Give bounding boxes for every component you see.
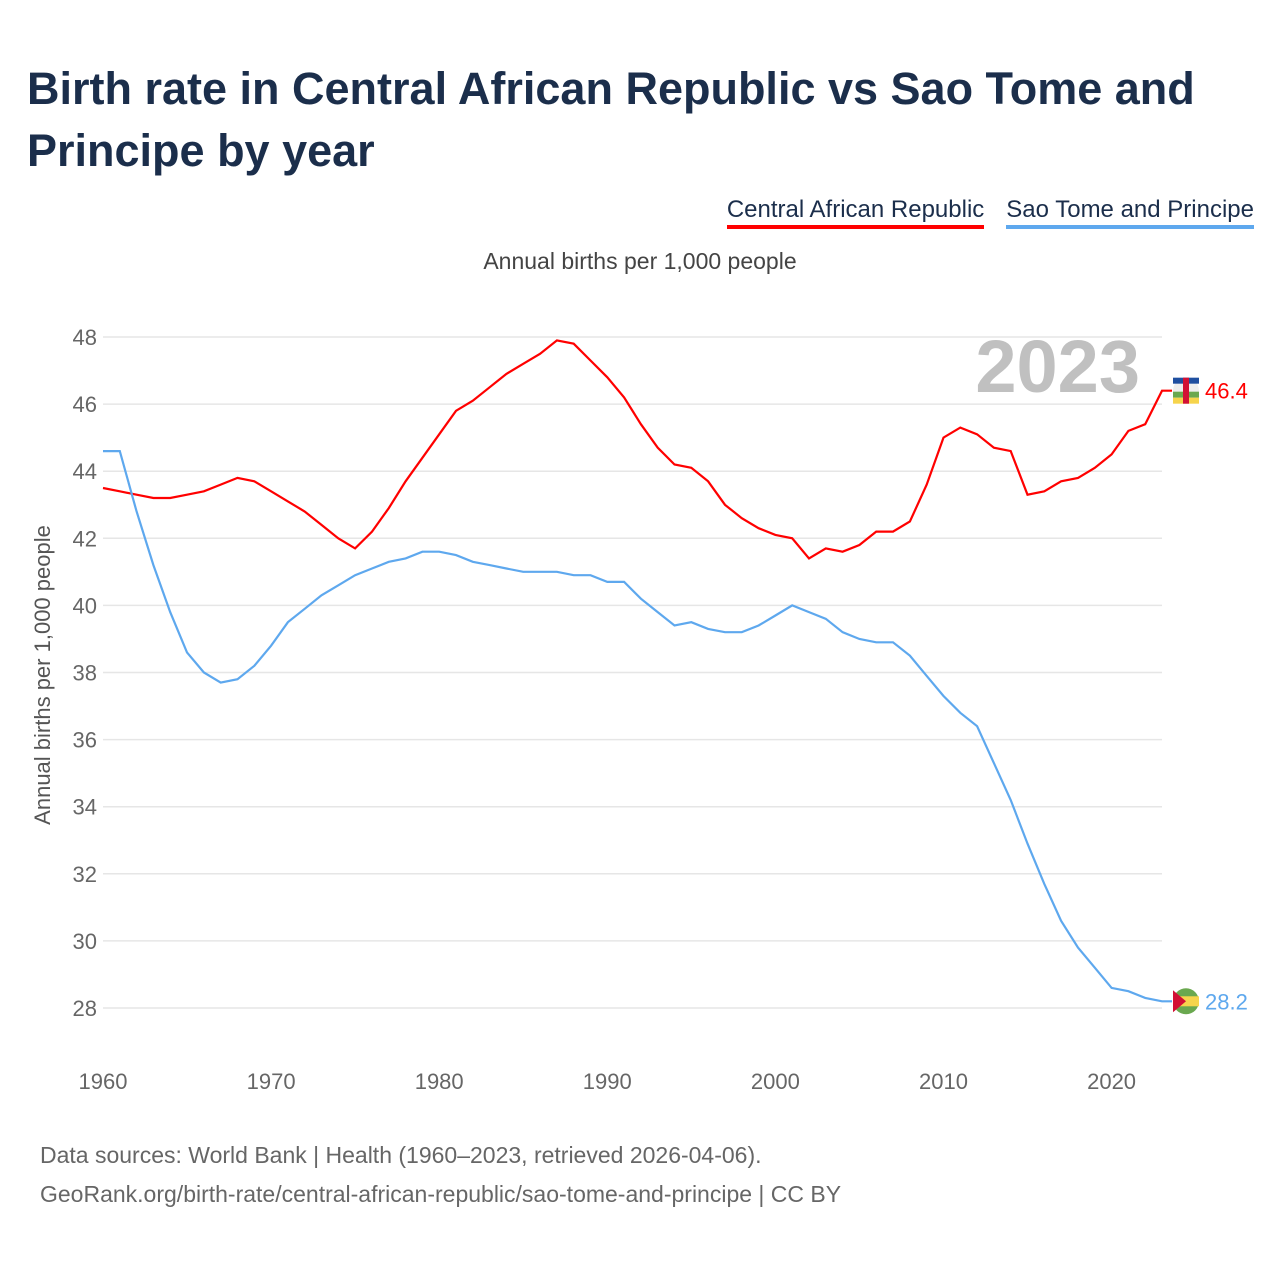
series-line-0	[102, 339, 1173, 560]
y-tick-label: 30	[73, 929, 97, 954]
series-line-1	[103, 450, 1173, 1003]
y-tick-label: 34	[73, 795, 97, 820]
chart-subtitle: Annual births per 1,000 people	[483, 248, 797, 274]
x-tick-label: 1980	[415, 1069, 464, 1094]
x-tick-label: 1960	[79, 1069, 128, 1094]
x-tick-label: 2000	[751, 1069, 800, 1094]
chart-title: Birth rate in Central African Republic v…	[27, 63, 1195, 176]
legend-item-stp[interactable]: Sao Tome and Principe	[1006, 196, 1254, 229]
flag-car-icon-red	[1183, 377, 1189, 404]
footer-url[interactable]: GeoRank.org/birth-rate/central-african-r…	[40, 1181, 842, 1207]
legend: Central African Republic Sao Tome and Pr…	[726, 196, 1254, 229]
y-tick-label: 40	[73, 593, 97, 618]
y-tick-label: 48	[73, 325, 97, 350]
y-tick-label: 38	[73, 661, 97, 686]
y-tick-label: 32	[73, 862, 97, 887]
x-tick-label: 1970	[247, 1069, 296, 1094]
y-tick-label: 28	[73, 996, 97, 1021]
flag-stp-icon-red	[1173, 990, 1186, 1013]
y-tick-label: 42	[73, 526, 97, 551]
footer: Data sources: World Bank | Health (1960–…	[40, 1136, 841, 1214]
footer-sources: Data sources: World Bank | Health (1960–…	[40, 1142, 762, 1168]
y-axis-label: Annual births per 1,000 people	[30, 525, 55, 825]
x-tick-label: 2010	[919, 1069, 968, 1094]
y-tick-label: 36	[73, 728, 97, 753]
end-value-label-0: 46.4	[1205, 379, 1248, 404]
x-tick-label: 1990	[583, 1069, 632, 1094]
y-tick-label: 46	[73, 392, 97, 417]
legend-item-car[interactable]: Central African Republic	[726, 196, 985, 229]
y-tick-label: 44	[73, 459, 97, 484]
year-label: 2023	[975, 325, 1140, 408]
x-tick-label: 2020	[1087, 1069, 1136, 1094]
end-value-label-1: 28.2	[1205, 989, 1248, 1014]
